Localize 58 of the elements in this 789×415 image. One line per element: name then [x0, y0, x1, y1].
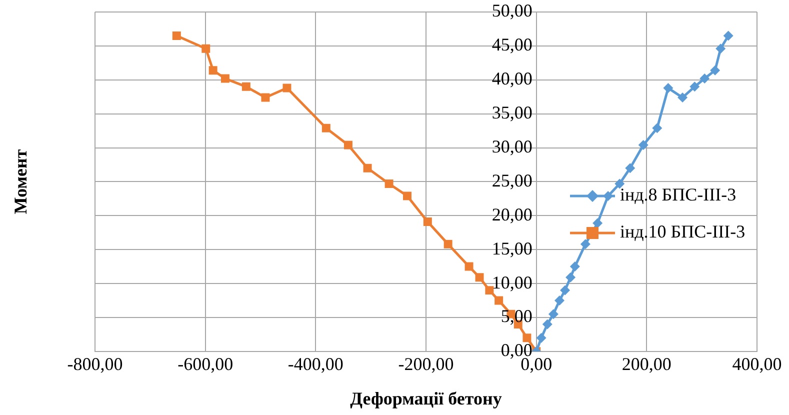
point	[220, 74, 230, 83]
point	[663, 83, 674, 94]
point	[475, 273, 484, 282]
point	[522, 334, 532, 342]
point	[423, 218, 432, 226]
point	[464, 262, 474, 271]
y-tick-label: 35,00	[492, 102, 532, 123]
point	[542, 319, 552, 330]
point	[344, 140, 352, 150]
y-axis-title: Момент	[10, 149, 31, 214]
point	[716, 44, 726, 54]
point	[592, 218, 603, 228]
y-tick-label: 45,00	[492, 34, 532, 55]
legend-label: інд.8 БПС-ІІІ-3	[620, 184, 736, 205]
point	[700, 74, 710, 84]
x-tick-label: 200,00	[622, 354, 672, 374]
point	[384, 179, 394, 188]
point	[403, 192, 412, 200]
x-tick-label: 400,00	[732, 354, 782, 374]
point	[494, 296, 504, 305]
x-tick-label: -400,00	[288, 354, 344, 374]
point	[261, 93, 270, 102]
point	[710, 65, 720, 76]
y-tick-label: 30,00	[492, 136, 532, 156]
point	[570, 262, 580, 272]
point	[614, 178, 625, 189]
point	[208, 66, 218, 75]
point	[638, 140, 648, 150]
point	[536, 332, 546, 343]
point	[580, 239, 590, 250]
point	[363, 164, 372, 172]
y-tick-label: 10,00	[492, 272, 532, 292]
legend-label: інд.10 БПС-ІІІ-3	[620, 222, 746, 242]
point	[172, 32, 181, 40]
x-tick-label: -200,00	[398, 354, 454, 374]
point	[566, 272, 576, 282]
y-tick-label: 20,00	[492, 204, 532, 224]
point	[678, 92, 688, 103]
point	[625, 163, 636, 174]
y-tick-label: 15,00	[492, 238, 532, 258]
point	[485, 286, 494, 295]
point	[282, 84, 292, 92]
point	[560, 285, 570, 296]
point	[322, 124, 330, 132]
point	[548, 309, 558, 320]
point	[690, 82, 700, 92]
x-tick-label: -800,00	[67, 354, 123, 374]
point	[723, 30, 734, 41]
point	[554, 295, 565, 306]
point	[202, 44, 210, 53]
y-tick-label: 50,00	[492, 0, 532, 21]
x-axis-title: Деформації бетону	[350, 388, 502, 409]
point	[444, 240, 452, 248]
point	[652, 123, 662, 134]
point	[242, 82, 250, 91]
y-tick-label: 25,00	[492, 170, 532, 190]
y-tick-label: 40,00	[492, 68, 532, 89]
x-tick-label: -600,00	[178, 354, 234, 374]
